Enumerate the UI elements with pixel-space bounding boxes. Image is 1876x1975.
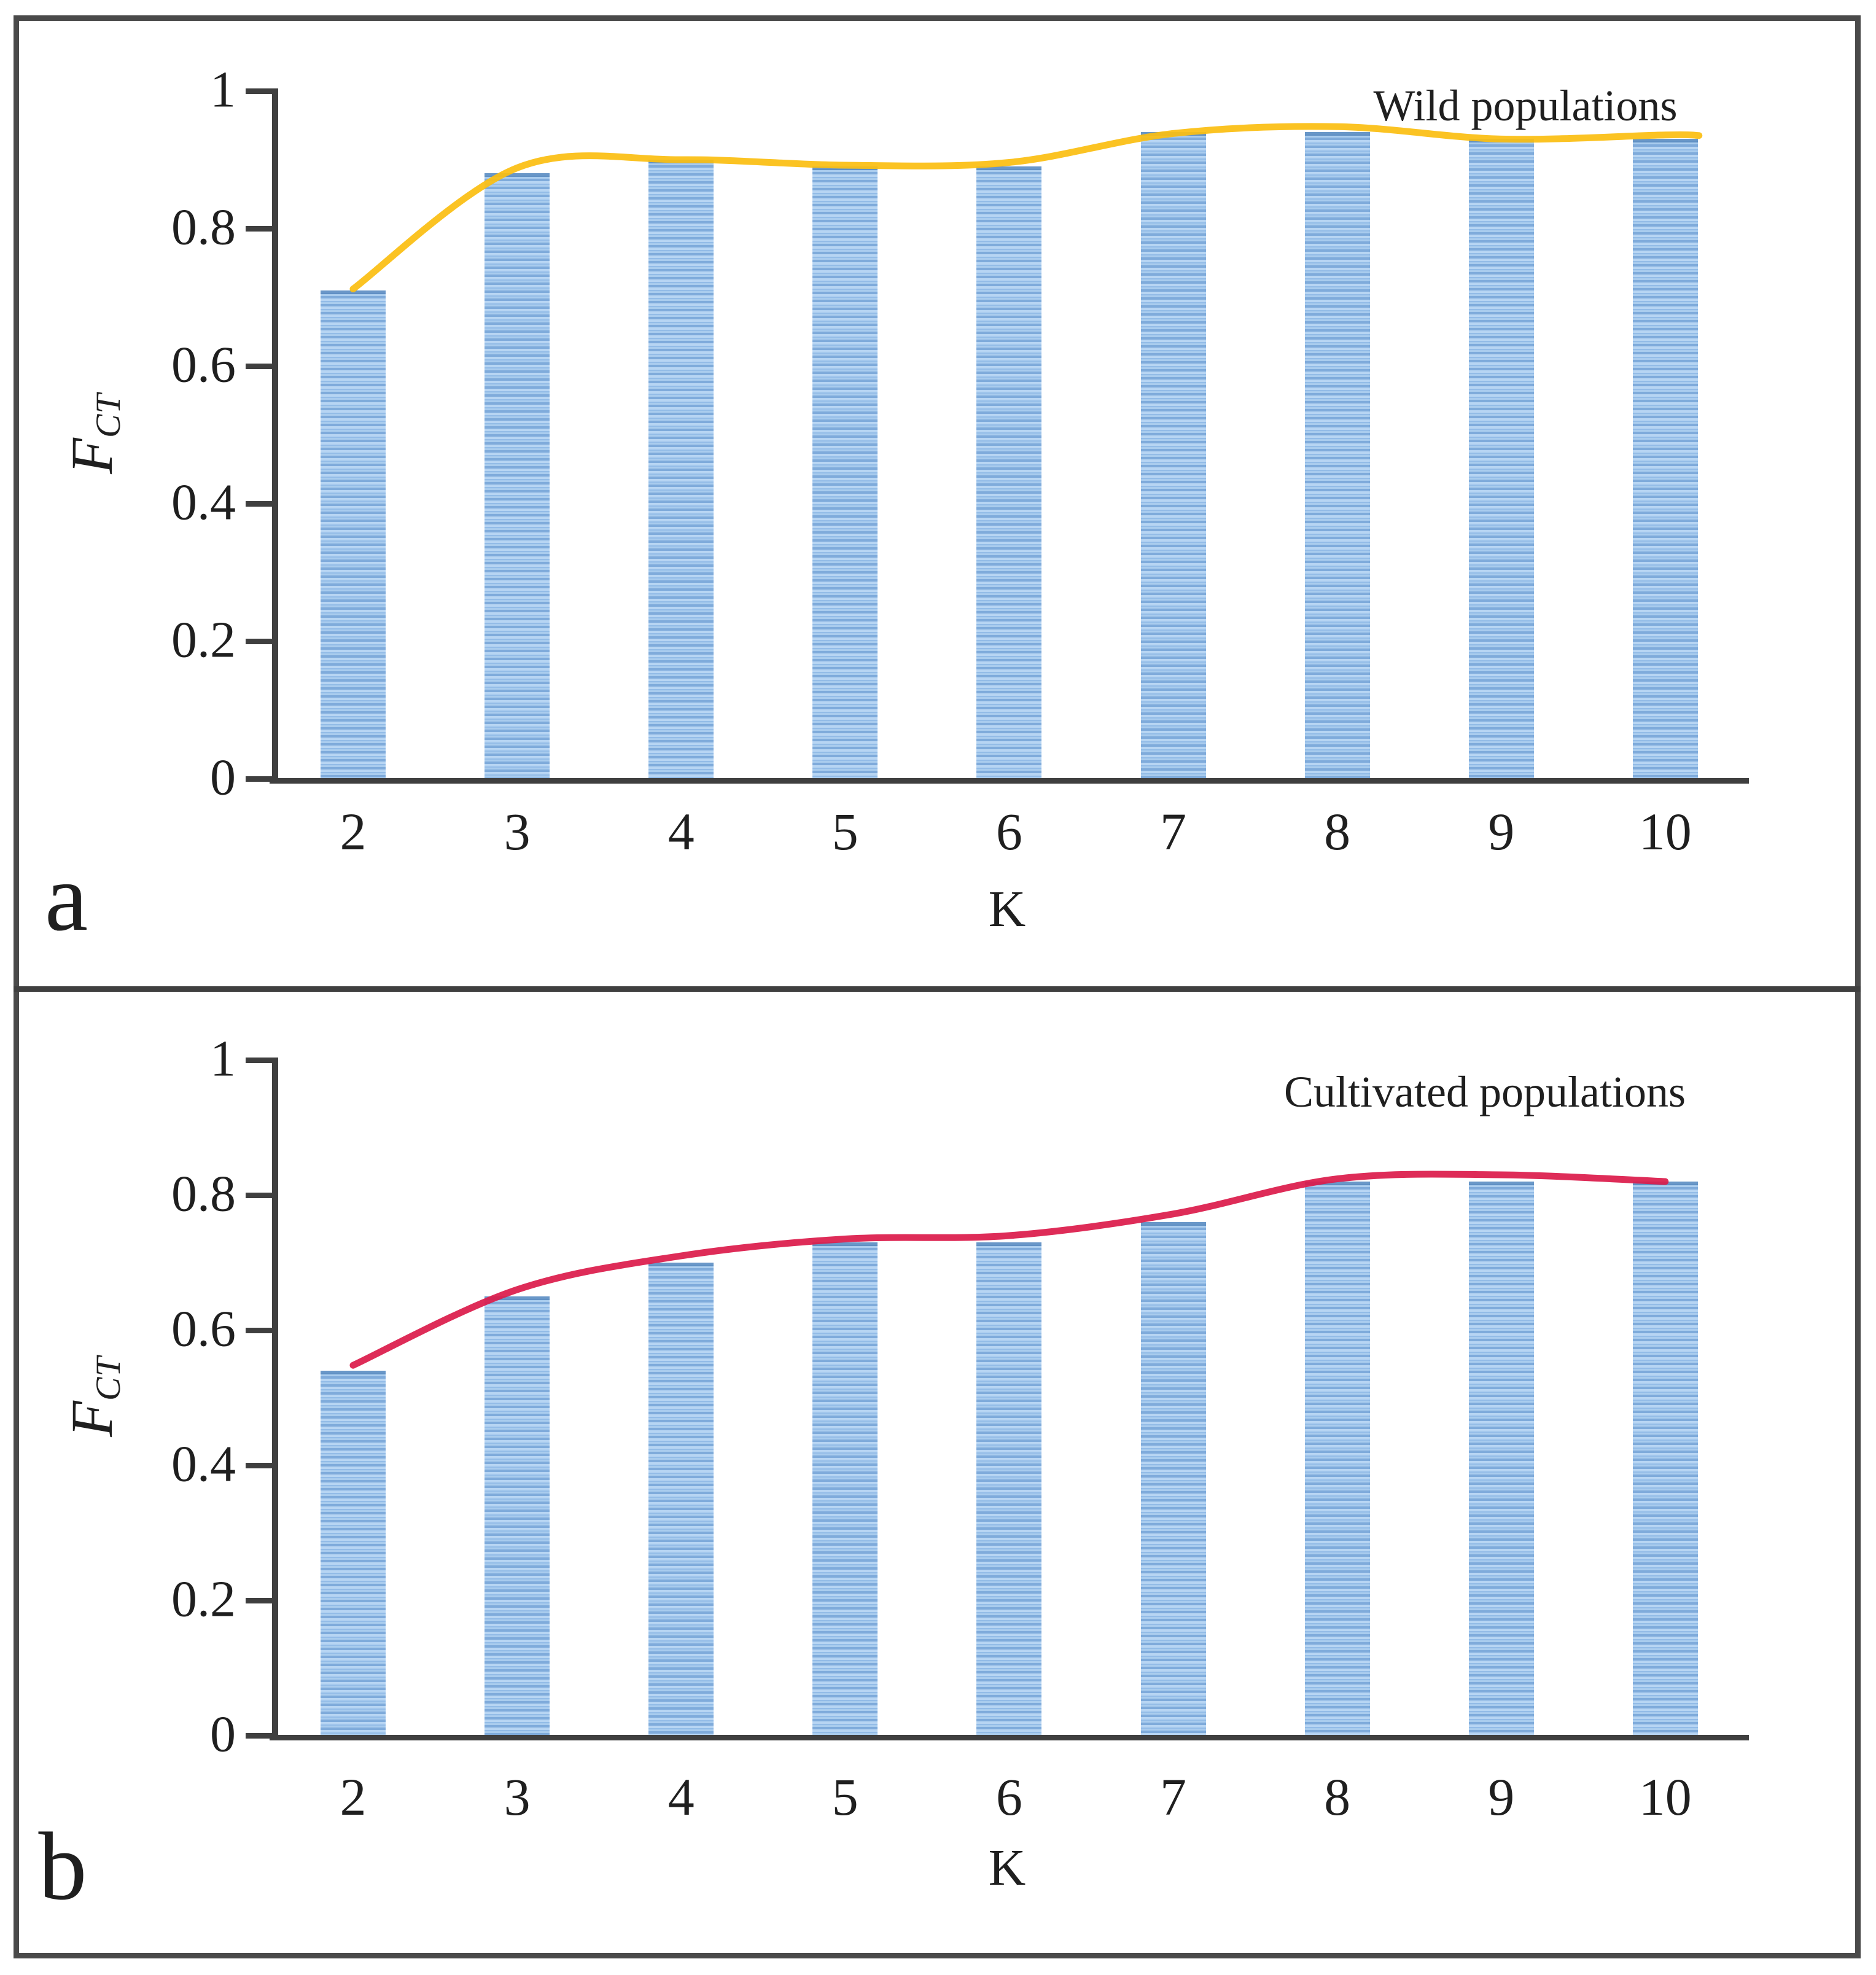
x-axis-title-b: K <box>988 1839 1026 1896</box>
bar-k5 <box>812 166 878 781</box>
bar-k7 <box>1140 1222 1206 1738</box>
x-tick-label-7: 7 <box>1160 1767 1186 1826</box>
y-tick-label: 0.8 <box>171 1165 236 1223</box>
panel-divider-line <box>14 986 1861 992</box>
bar-k4 <box>648 1263 714 1738</box>
panel-b-annotation: Cultivated populations <box>1284 1067 1686 1116</box>
panel-b-letter: b <box>38 1813 87 1920</box>
bar-k10 <box>1632 1182 1698 1738</box>
fct-symbol: F <box>59 1401 125 1437</box>
x-tick-label-7: 7 <box>1160 802 1186 861</box>
x-axis <box>270 778 1749 784</box>
x-axis <box>270 1735 1749 1740</box>
y-tick-0 <box>246 1733 273 1739</box>
y-tick-label: 0 <box>210 1705 236 1763</box>
bar-k6 <box>976 1242 1042 1738</box>
bar-k6 <box>976 166 1042 781</box>
x-tick-label-3: 3 <box>504 1767 531 1826</box>
x-tick-label-6: 6 <box>995 1767 1022 1826</box>
bar-k2 <box>321 1371 386 1738</box>
y-tick-0.2 <box>246 639 273 644</box>
y-tick-label: 0 <box>210 749 236 806</box>
y-axis-title-a: FCT <box>59 393 128 473</box>
y-tick-0.6 <box>246 364 273 369</box>
x-tick-label-9: 9 <box>1488 802 1515 861</box>
y-tick-0 <box>246 776 273 782</box>
x-tick-label-3: 3 <box>504 802 531 861</box>
y-tick-0.8 <box>246 1193 273 1198</box>
fct-subscript: CT <box>88 393 128 438</box>
x-tick-label-10: 10 <box>1638 802 1692 861</box>
y-tick-1 <box>246 1058 273 1063</box>
y-tick-label: 1 <box>210 61 236 119</box>
bar-k3 <box>485 173 550 781</box>
y-tick-0.2 <box>246 1598 273 1603</box>
bar-k9 <box>1468 1182 1534 1738</box>
x-tick-label-10: 10 <box>1638 1767 1692 1826</box>
y-tick-label: 1 <box>210 1030 236 1088</box>
x-tick-label-4: 4 <box>667 802 695 861</box>
bar-k4 <box>648 160 714 781</box>
fct-subscript: CT <box>88 1356 128 1401</box>
y-tick-label: 0.2 <box>171 1570 236 1628</box>
x-tick-label-2: 2 <box>340 802 367 861</box>
bar-k8 <box>1304 1182 1370 1738</box>
x-tick-label-2: 2 <box>340 1767 367 1826</box>
x-axis-title-a: K <box>988 881 1026 938</box>
y-tick-label: 0.4 <box>171 473 236 531</box>
panel-a-letter: a <box>44 844 88 951</box>
bar-k8 <box>1304 132 1370 781</box>
y-axis-title-b: FCT <box>59 1356 128 1436</box>
bar-k9 <box>1468 139 1534 781</box>
x-tick-label-4: 4 <box>667 1767 695 1826</box>
y-axis <box>272 88 278 784</box>
y-tick-label: 0.4 <box>171 1435 236 1493</box>
y-tick-1 <box>246 88 273 94</box>
x-tick-label-5: 5 <box>831 1767 858 1826</box>
y-tick-label: 0.6 <box>171 1300 236 1358</box>
y-tick-0.8 <box>246 226 273 232</box>
y-axis <box>272 1058 278 1740</box>
y-tick-label: 0.2 <box>171 611 236 669</box>
x-tick-label-6: 6 <box>995 802 1022 861</box>
fct-symbol: F <box>59 438 125 474</box>
x-tick-label-9: 9 <box>1488 1767 1515 1826</box>
bar-k3 <box>485 1296 550 1738</box>
x-tick-label-8: 8 <box>1324 802 1351 861</box>
bar-k10 <box>1632 139 1698 781</box>
bar-k5 <box>812 1242 878 1738</box>
y-tick-0.6 <box>246 1328 273 1333</box>
y-tick-label: 0.8 <box>171 198 236 256</box>
bar-k7 <box>1140 132 1206 781</box>
y-tick-0.4 <box>246 1463 273 1468</box>
y-tick-0.4 <box>246 501 273 507</box>
x-tick-label-8: 8 <box>1324 1767 1351 1826</box>
bar-k2 <box>321 290 386 781</box>
y-tick-label: 0.6 <box>171 336 236 394</box>
panel-a-annotation: Wild populations <box>1373 81 1678 130</box>
x-tick-label-5: 5 <box>831 802 858 861</box>
